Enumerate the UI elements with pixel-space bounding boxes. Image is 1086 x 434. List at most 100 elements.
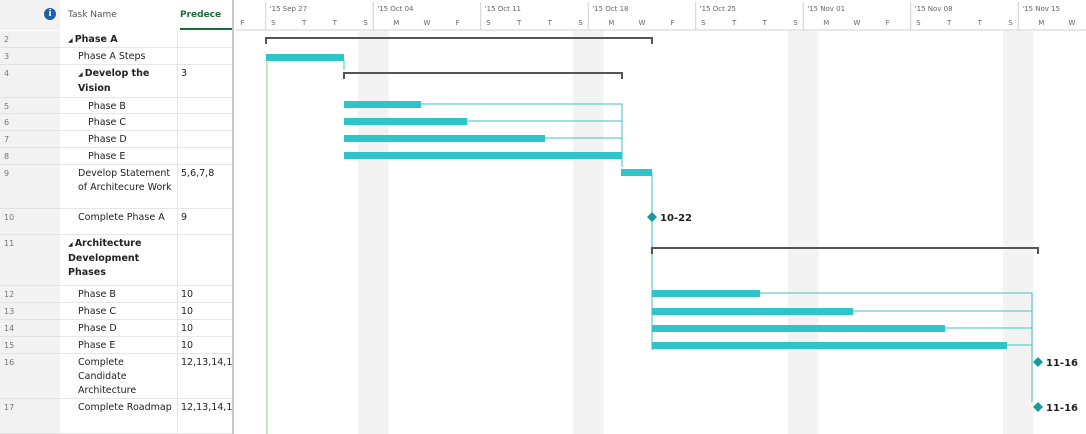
row-id: 13 — [0, 303, 60, 320]
row-id: 7 — [0, 131, 60, 148]
day-label: F — [886, 19, 890, 27]
day-label: S — [271, 19, 276, 27]
task-bar — [344, 152, 622, 159]
task-name-text: Phase C — [88, 117, 127, 128]
task-name: Phase C — [60, 303, 178, 320]
week-label: '15 Nov 08 — [915, 5, 953, 13]
day-label: M — [823, 19, 829, 27]
row-id: 16 — [0, 354, 60, 399]
predecessors — [178, 98, 232, 114]
day-label: S — [701, 19, 706, 27]
day-label: S — [1008, 19, 1013, 27]
row-id: 11 — [0, 235, 60, 286]
task-name-text: Phase C — [78, 306, 117, 317]
task-name: Phase C — [60, 114, 178, 131]
task-name: Complete Roadmap — [60, 399, 178, 434]
milestone-label: 10-22 — [660, 213, 692, 224]
task-name-text: Phase B — [88, 101, 126, 112]
predecessors — [178, 148, 232, 165]
day-label: T — [731, 19, 737, 27]
row-id: 14 — [0, 320, 60, 337]
task-name-text: Phase B — [78, 289, 116, 300]
predecessors: 10 — [178, 303, 232, 320]
day-label: S — [486, 19, 491, 27]
day-label: S — [578, 19, 583, 27]
day-label: T — [547, 19, 553, 27]
day-label: T — [332, 19, 338, 27]
dependency-link — [1007, 344, 1033, 402]
weekend-shade — [1002, 31, 1034, 434]
predecessors: 10 — [178, 320, 232, 337]
collapse-toggle[interactable]: ◢ — [68, 37, 75, 44]
task-bar — [652, 290, 760, 297]
task-name: Phase B — [60, 98, 178, 114]
day-label: T — [301, 19, 307, 27]
row-id: 10 — [0, 209, 60, 235]
collapse-toggle[interactable]: ◢ — [78, 71, 85, 78]
day-label: M — [393, 19, 399, 27]
row-id: 2 — [0, 31, 60, 48]
week-label: '15 Nov 01 — [807, 5, 845, 13]
row-id: 5 — [0, 98, 60, 114]
milestone — [647, 212, 657, 222]
day-label: T — [516, 19, 522, 27]
task-name-header[interactable]: Task Name — [68, 10, 117, 20]
predecessors — [178, 131, 232, 148]
predecessors: 9 — [178, 209, 232, 235]
task-bar — [621, 169, 652, 176]
row-id: 17 — [0, 399, 60, 434]
day-label: M — [1038, 19, 1044, 27]
task-name-text: Phase E — [88, 151, 126, 162]
task-bar — [266, 54, 344, 61]
predecessors: 3 — [178, 65, 232, 98]
day-label: S — [363, 19, 368, 27]
info-icon[interactable]: i — [44, 8, 56, 20]
weekend-shade — [572, 31, 604, 434]
week-label: '15 Oct 25 — [700, 5, 736, 13]
task-name: ◢ Develop the Vision — [60, 65, 178, 98]
task-name-text: Complete Candidate Architecture — [78, 357, 137, 396]
row-id: 3 — [0, 48, 60, 65]
task-name-text: Phase E — [78, 340, 116, 351]
task-name: Phase A Steps — [60, 48, 178, 65]
task-name-text: Complete Roadmap — [78, 402, 172, 413]
day-label: S — [793, 19, 798, 27]
summary-bar — [651, 247, 1039, 254]
milestone — [1033, 357, 1043, 367]
task-name-text: Phase A — [74, 34, 118, 45]
weekend-shade — [787, 31, 819, 434]
week-label: '15 Oct 11 — [485, 5, 521, 13]
milestone-label: 11-16 — [1046, 403, 1078, 414]
predecessors-header[interactable]: Predece — [180, 0, 232, 30]
collapse-toggle[interactable]: ◢ — [68, 241, 75, 248]
week-label: '15 Nov 15 — [1022, 5, 1060, 13]
task-name: Phase E — [60, 148, 178, 165]
row-id: 12 — [0, 286, 60, 303]
row-id: 6 — [0, 114, 60, 131]
day-label: W — [639, 19, 646, 27]
day-label: M — [608, 19, 614, 27]
task-bar — [344, 135, 545, 142]
task-bar — [344, 101, 421, 108]
predecessors: 5,6,7,8 — [178, 165, 232, 209]
task-bar — [652, 342, 1007, 349]
day-label: W — [1069, 19, 1076, 27]
day-label: T — [762, 19, 768, 27]
day-label: W — [854, 19, 861, 27]
task-name: ◢ Architecture Development Phases — [60, 235, 178, 286]
milestone — [1033, 402, 1043, 412]
day-label: F — [671, 19, 675, 27]
predecessors — [178, 114, 232, 131]
row-id: 9 — [0, 165, 60, 209]
task-name: Phase D — [60, 320, 178, 337]
predecessors: 12,13,14,1 — [178, 354, 232, 399]
predecessors — [178, 235, 232, 286]
summary-bar — [265, 37, 653, 44]
week-label: '15 Sep 27 — [270, 5, 307, 13]
task-name: Complete Candidate Architecture — [60, 354, 178, 399]
summary-bar — [343, 72, 623, 79]
week-label: '15 Oct 18 — [592, 5, 628, 13]
task-name-text: Phase D — [88, 134, 127, 145]
